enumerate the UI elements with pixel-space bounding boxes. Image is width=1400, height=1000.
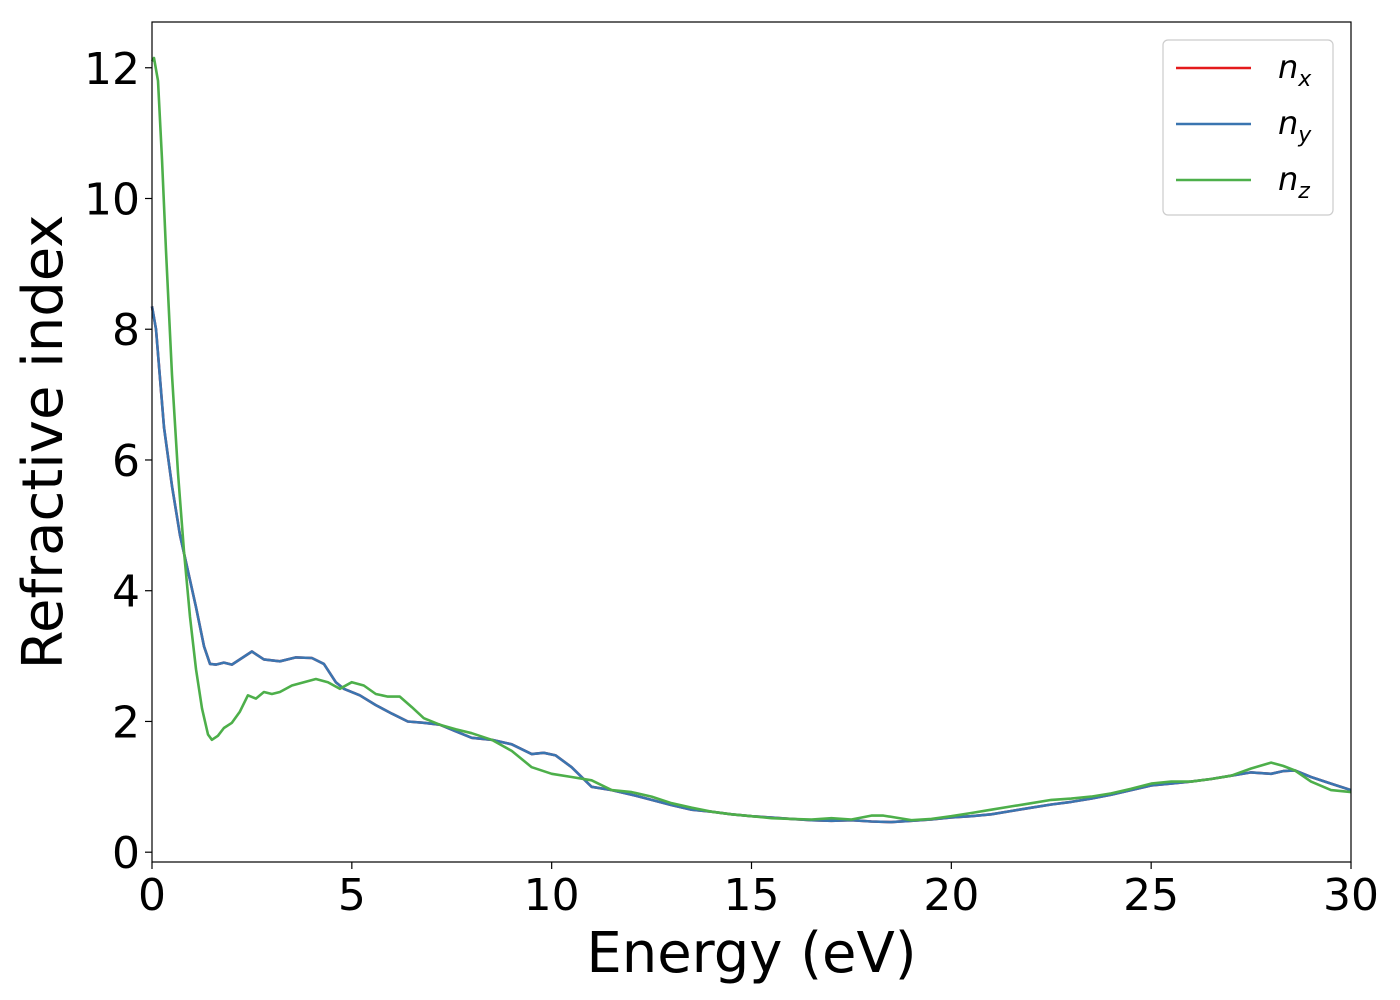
x-tick-label: 20 <box>923 870 979 921</box>
y-tick-label: 4 <box>112 567 140 618</box>
x-tick-label: 10 <box>524 870 580 921</box>
y-tick-label: 10 <box>84 174 140 225</box>
legend-box <box>1162 39 1334 216</box>
x-tick-label: 0 <box>138 870 166 921</box>
y-tick-label: 12 <box>84 44 140 95</box>
y-axis-ticks: 0 2 4 6 8 10 12 <box>84 44 152 879</box>
x-axis-ticks: 0 5 10 15 20 25 30 <box>138 862 1379 921</box>
x-tick-label: 30 <box>1323 870 1379 921</box>
y-tick-label: 2 <box>112 697 140 748</box>
legend-label-y: ny <box>1278 104 1312 148</box>
y-axis-label: Refractive index <box>11 215 76 670</box>
y-tick-label: 8 <box>112 305 140 356</box>
x-tick-label: 15 <box>724 870 780 921</box>
legend: nx ny nz <box>1162 39 1334 216</box>
legend-label-z: nz <box>1278 160 1310 204</box>
series-line-x <box>150 306 1352 824</box>
series-line-z <box>150 56 1352 822</box>
series-line-y <box>150 306 1352 824</box>
x-tick-label: 5 <box>338 870 366 921</box>
x-tick-label: 25 <box>1123 870 1179 921</box>
legend-items: nx ny nz <box>1176 48 1312 204</box>
y-tick-label: 6 <box>112 436 140 487</box>
x-axis-label: Energy (eV) <box>586 921 916 986</box>
legend-label-x: nx <box>1278 48 1312 92</box>
series-layer <box>150 56 1352 824</box>
y-tick-label: 0 <box>112 828 140 879</box>
